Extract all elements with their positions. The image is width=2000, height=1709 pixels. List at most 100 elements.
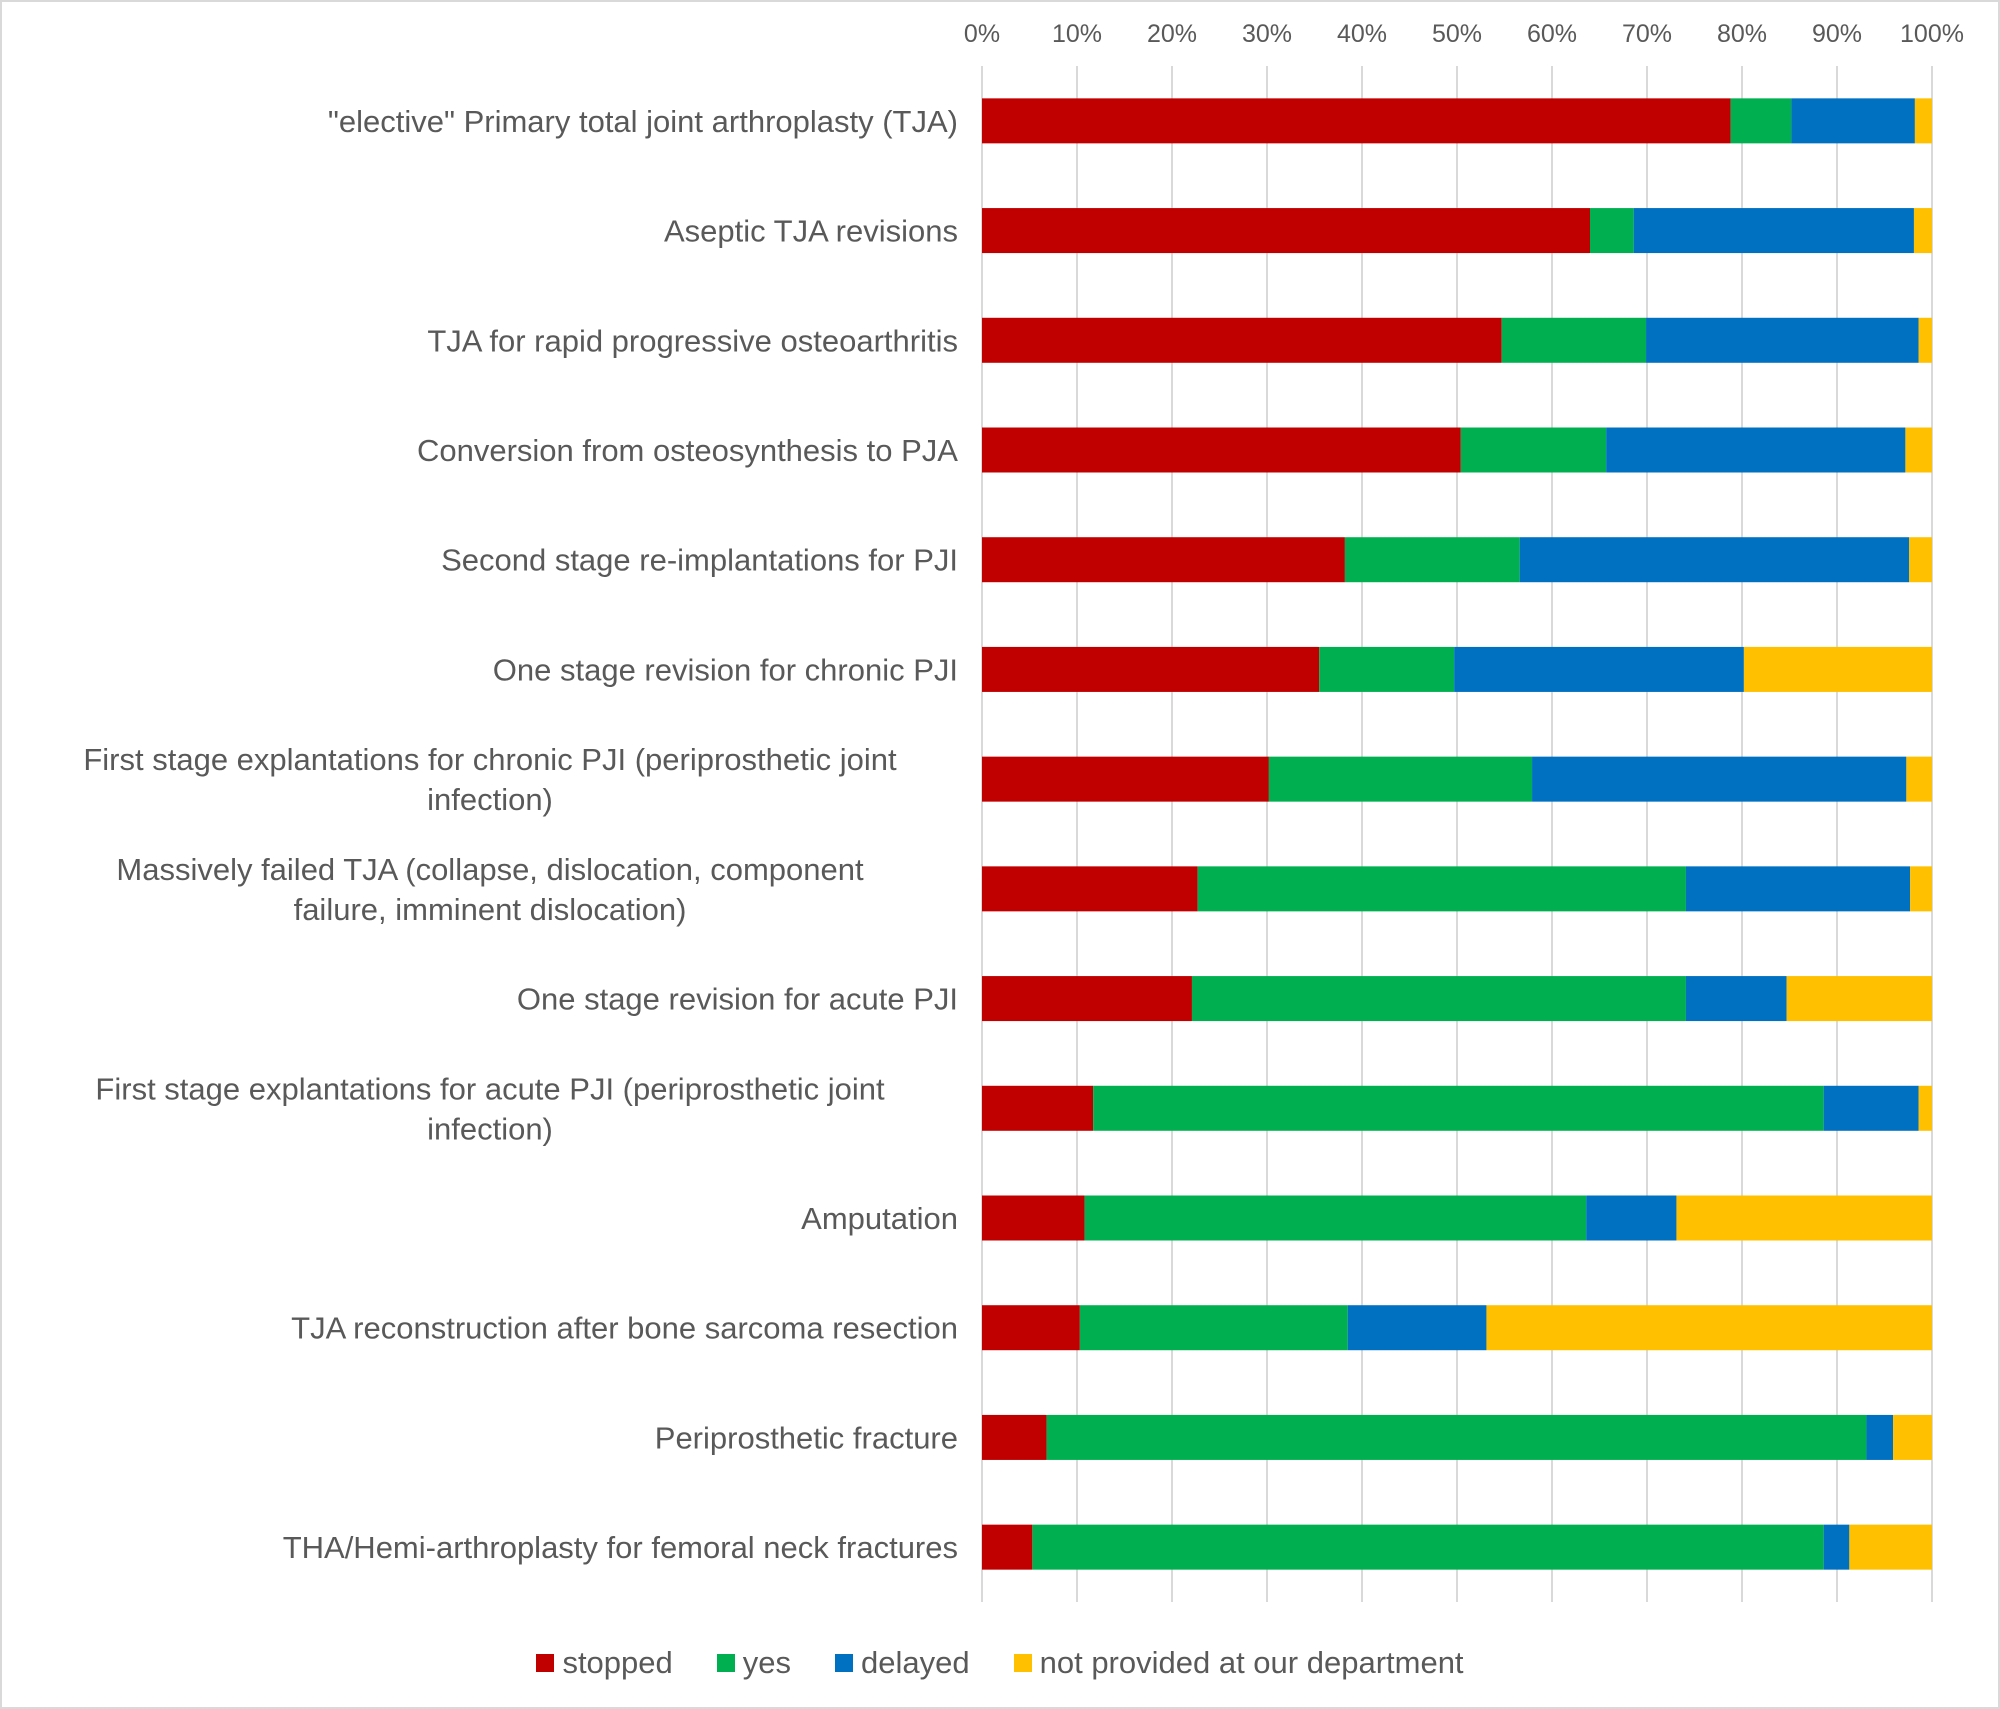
legend-label-stopped: stopped [562, 1645, 673, 1680]
bar-segment-stopped[interactable]: Conversion from osteosynthesis to PJA — … [982, 427, 1461, 473]
bar-segment-stopped[interactable]: TJA reconstruction after bone sarcoma re… [982, 1305, 1080, 1351]
bar-row: Amputation — stopped: 10.8%Amputation — … [982, 1195, 1932, 1241]
bar-segment-not[interactable]: First stage explantations for acute PJI … [1918, 1085, 1932, 1131]
x-tick-label: 90% [1812, 20, 1862, 48]
bar-segment-delayed[interactable]: First stage explantations for chronic PJ… [1532, 756, 1907, 802]
x-tick-label: 70% [1622, 20, 1672, 48]
category-label: THA/Hemi-arthroplasty for femoral neck f… [283, 1530, 958, 1565]
category-label: Aseptic TJA revisions [664, 214, 958, 249]
category-label: Second stage re-implantations for PJI [441, 543, 958, 578]
bar-row: Periprosthetic fracture — stopped: 6.8%P… [982, 1414, 1932, 1460]
legend-swatch-not-provided [1013, 1654, 1032, 1672]
x-axis-ticks: 0% 10% 20% 30% 40% 50% 60% 70% 80% 90% 100% [964, 20, 1964, 48]
x-tick-label: 100% [1900, 20, 1964, 48]
legend-label-not-provided: not provided at our department [1039, 1645, 1464, 1680]
bar-segment-stopped[interactable]: "elective" Primary total joint arthropla… [982, 98, 1731, 144]
bar-segment-yes[interactable]: TJA reconstruction after bone sarcoma re… [1079, 1305, 1348, 1351]
bar-segment-delayed[interactable]: Conversion from osteosynthesis to PJA — … [1606, 427, 1906, 473]
bar-segment-not[interactable]: Amputation — not provided at our departm… [1676, 1195, 1932, 1241]
legend: stopped yes delayed not provided at our … [0, 1640, 2000, 1686]
bar-segment-yes[interactable]: THA/Hemi-arthroplasty for femoral neck f… [1032, 1524, 1824, 1570]
bar-segment-delayed[interactable]: One stage revision for acute PJI — delay… [1685, 976, 1787, 1022]
bar-segment-yes[interactable]: Periprosthetic fracture — yes: 86.3% [1046, 1414, 1867, 1460]
bar-row: First stage explantations for acute PJI … [982, 1085, 1932, 1131]
bar-segment-yes[interactable]: First stage explantations for acute PJI … [1093, 1085, 1824, 1131]
x-tick-label: 10% [1052, 20, 1102, 48]
bar-segment-stopped[interactable]: One stage revision for chronic PJI — sto… [982, 646, 1320, 692]
bar-segment-yes[interactable]: Aseptic TJA revisions — yes: 4.6% [1590, 208, 1634, 254]
bar-segment-yes[interactable]: First stage explantations for chronic PJ… [1268, 756, 1533, 802]
bar-segment-not[interactable]: One stage revision for acute PJI — not p… [1786, 976, 1932, 1022]
bar-segment-stopped[interactable]: Massively failed TJA (collapse, dislocat… [982, 866, 1198, 912]
legend-item-stopped[interactable]: stopped [536, 1645, 673, 1681]
bar-segment-not[interactable]: First stage explantations for chronic PJ… [1906, 756, 1932, 802]
category-label-line: Massively failed TJA (collapse, dislocat… [116, 852, 864, 887]
bar-segment-stopped[interactable]: Second stage re-implantations for PJI — … [982, 537, 1345, 583]
bar-segment-yes[interactable]: "elective" Primary total joint arthropla… [1730, 98, 1792, 144]
legend-label-yes: yes [742, 1645, 792, 1680]
bar-segment-not[interactable]: Conversion from osteosynthesis to PJA — … [1905, 427, 1932, 473]
x-tick-label: 30% [1242, 20, 1292, 48]
bar-segment-yes[interactable]: One stage revision for chronic PJI — yes… [1319, 646, 1455, 692]
bar-segment-delayed[interactable]: "elective" Primary total joint arthropla… [1791, 98, 1915, 144]
legend-swatch-yes [716, 1654, 735, 1672]
bar-segment-delayed[interactable]: One stage revision for chronic PJI — del… [1454, 646, 1744, 692]
category-label-line: infection) [427, 782, 553, 817]
bar-row: One stage revision for chronic PJI — sto… [982, 646, 1932, 692]
bar-segment-not[interactable]: Second stage re-implantations for PJI — … [1909, 537, 1932, 583]
x-tick-label: 0% [964, 20, 1000, 48]
x-tick-label: 60% [1527, 20, 1577, 48]
bar-segment-yes[interactable]: Amputation — yes: 52.8% [1084, 1195, 1587, 1241]
bar-segment-stopped[interactable]: First stage explantations for chronic PJ… [982, 756, 1269, 802]
bar-segment-delayed[interactable]: Aseptic TJA revisions — delayed: 29.5% [1633, 208, 1914, 254]
category-label-line: First stage explantations for chronic PJ… [83, 742, 897, 777]
bar-segment-delayed[interactable]: Periprosthetic fracture — delayed: 2.8% [1866, 1414, 1894, 1460]
bar-segment-not[interactable]: "elective" Primary total joint arthropla… [1914, 98, 1932, 144]
bar-row: One stage revision for acute PJI — stopp… [982, 976, 1932, 1022]
bar-segment-not[interactable]: TJA reconstruction after bone sarcoma re… [1486, 1305, 1932, 1351]
category-labels: "elective" Primary total joint arthropla… [83, 104, 958, 1565]
bar-segment-yes[interactable]: Second stage re-implantations for PJI — … [1344, 537, 1520, 583]
bar-segment-yes[interactable]: TJA for rapid progressive osteoarthritis… [1501, 317, 1647, 363]
bar-segment-not[interactable]: THA/Hemi-arthroplasty for femoral neck f… [1849, 1524, 1932, 1570]
bar-segment-delayed[interactable]: Second stage re-implantations for PJI — … [1519, 537, 1910, 583]
bar-segment-delayed[interactable]: THA/Hemi-arthroplasty for femoral neck f… [1823, 1524, 1850, 1570]
bar-segment-not[interactable]: TJA for rapid progressive osteoarthritis… [1918, 317, 1932, 363]
bar-segment-stopped[interactable]: Amputation — stopped: 10.8% [982, 1195, 1085, 1241]
legend-item-delayed[interactable]: delayed [835, 1645, 970, 1681]
bar-segment-stopped[interactable]: One stage revision for acute PJI — stopp… [982, 976, 1192, 1022]
bar-segment-delayed[interactable]: First stage explantations for acute PJI … [1823, 1085, 1919, 1131]
bar-segment-yes[interactable]: Massively failed TJA (collapse, dislocat… [1197, 866, 1686, 912]
bar-segment-delayed[interactable]: TJA for rapid progressive osteoarthritis… [1646, 317, 1919, 363]
bar-segment-delayed[interactable]: TJA reconstruction after bone sarcoma re… [1347, 1305, 1487, 1351]
legend-swatch-delayed [835, 1654, 854, 1672]
category-label: Amputation [801, 1201, 958, 1236]
bar-segment-not[interactable]: One stage revision for chronic PJI — not… [1743, 646, 1932, 692]
category-label-line: failure, imminent dislocation) [294, 892, 687, 927]
bar-row: TJA for rapid progressive osteoarthritis… [982, 317, 1932, 363]
bar-segment-delayed[interactable]: Amputation — delayed: 9.5% [1586, 1195, 1677, 1241]
legend-item-yes[interactable]: yes [716, 1645, 792, 1681]
legend-label-delayed: delayed [861, 1645, 970, 1680]
bar-segment-stopped[interactable]: TJA for rapid progressive osteoarthritis… [982, 317, 1502, 363]
bar-segment-stopped[interactable]: Aseptic TJA revisions — stopped: 64% [982, 208, 1590, 254]
bar-segment-delayed[interactable]: Massively failed TJA (collapse, dislocat… [1685, 866, 1911, 912]
x-tick-label: 80% [1717, 20, 1767, 48]
category-label: "elective" Primary total joint arthropla… [328, 104, 958, 139]
bar-segment-stopped[interactable]: THA/Hemi-arthroplasty for femoral neck f… [982, 1524, 1033, 1570]
bar-segment-not[interactable]: Massively failed TJA (collapse, dislocat… [1910, 866, 1932, 912]
x-tick-label: 40% [1337, 20, 1387, 48]
bar-segment-yes[interactable]: Conversion from osteosynthesis to PJA — … [1460, 427, 1607, 473]
category-label: Periprosthetic fracture [655, 1420, 958, 1455]
bar-segment-not[interactable]: Aseptic TJA revisions — not provided at … [1913, 208, 1932, 254]
bar-segment-yes[interactable]: One stage revision for acute PJI — yes: … [1191, 976, 1686, 1022]
category-label: TJA reconstruction after bone sarcoma re… [291, 1311, 958, 1346]
bar-segment-not[interactable]: Periprosthetic fracture — not provided a… [1893, 1414, 1932, 1460]
bar-row: "elective" Primary total joint arthropla… [982, 98, 1932, 144]
bar-row: Aseptic TJA revisions — stopped: 64%Asep… [982, 208, 1932, 254]
bar-segment-stopped[interactable]: Periprosthetic fracture — stopped: 6.8% [982, 1414, 1047, 1460]
bar-segment-stopped[interactable]: First stage explantations for acute PJI … [982, 1085, 1094, 1131]
legend-item-not-provided[interactable]: not provided at our department [1013, 1645, 1464, 1681]
category-label-line: First stage explantations for acute PJI … [95, 1071, 885, 1106]
